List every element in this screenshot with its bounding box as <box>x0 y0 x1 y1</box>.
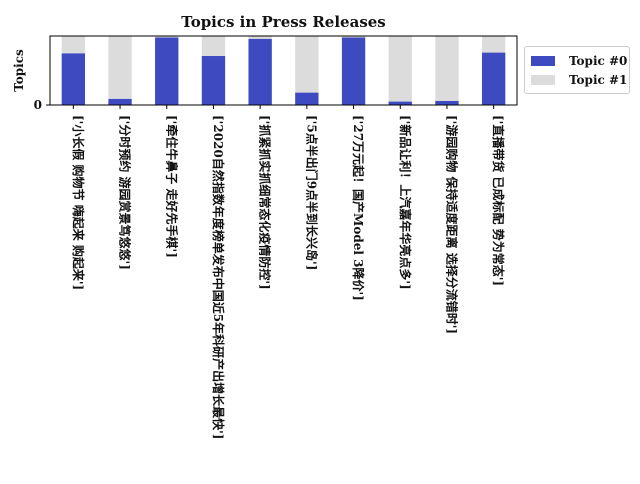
x-tick-label-5: ['5点半出门9点半到长兴岛'] <box>304 115 319 270</box>
bar-topic-1-6 <box>341 36 366 38</box>
bar-topic-0-9 <box>481 52 506 105</box>
x-tick-label-6: ['27万元起！国产Model 3降价'] <box>351 115 366 301</box>
y-axis-label: Topics <box>12 49 26 92</box>
legend-item-topic-1: Topic #1 <box>531 73 627 87</box>
bar-topic-1-3 <box>201 36 226 57</box>
x-tick-label-8: ['游园购物 保持适度距离 选择分流错时'] <box>444 115 459 334</box>
bar-topic-0-7 <box>388 101 412 105</box>
x-tick-label-4: ['抓紧抓实抓细常态化疫情防控'] <box>258 115 273 290</box>
bar-topic-1-0 <box>61 36 86 54</box>
x-tick-label-2: ['牵住牛鼻子 走好先手棋'] <box>164 115 179 258</box>
legend-label-topic-0: Topic #0 <box>569 54 628 68</box>
y-tick-label-0: 0 <box>34 98 42 112</box>
legend-swatch-topic-1 <box>531 75 555 85</box>
bar-topic-1-5 <box>295 36 319 93</box>
bar-topic-0-1 <box>108 98 132 105</box>
bar-topic-1-4 <box>248 36 272 39</box>
x-tick-label-1: ['分时预约 游园赏景笃悠悠'] <box>118 115 133 270</box>
bar-topic-1-7 <box>388 36 412 102</box>
x-tick-label-3: ['2020自然指数年度榜单发布中国近5年科研产出增长最快'] <box>211 115 226 439</box>
bar-topic-1-9 <box>481 36 506 53</box>
plot-frame <box>49 35 518 106</box>
x-tick-label-7: ['新品让利！上汽嘉年华亮点多'] <box>398 115 413 290</box>
bar-topic-0-3 <box>201 56 226 105</box>
bar-topic-1-8 <box>435 36 459 101</box>
x-tick-label-9: ['直播带货 已成标配 势为常态'] <box>491 115 506 286</box>
bar-topic-0-8 <box>435 100 459 105</box>
bar-topic-0-2 <box>155 37 179 105</box>
legend-label-topic-1: Topic #1 <box>569 73 628 87</box>
bar-topic-0-6 <box>341 37 366 105</box>
bar-topic-0-0 <box>61 53 86 105</box>
legend-swatch-topic-0 <box>531 56 555 66</box>
bar-topic-0-4 <box>248 38 272 106</box>
legend-item-topic-0: Topic #0 <box>531 54 627 68</box>
bar-topic-1-1 <box>108 36 132 99</box>
bar-topic-1-2 <box>155 36 179 38</box>
chart-title: Topics in Press Releases <box>181 13 386 31</box>
x-tick-label-0: ['小长假 购物节 嗨起来 购起来'] <box>71 115 86 290</box>
legend: Topic #0 Topic #1 <box>524 46 630 94</box>
bar-topic-0-5 <box>295 92 319 105</box>
